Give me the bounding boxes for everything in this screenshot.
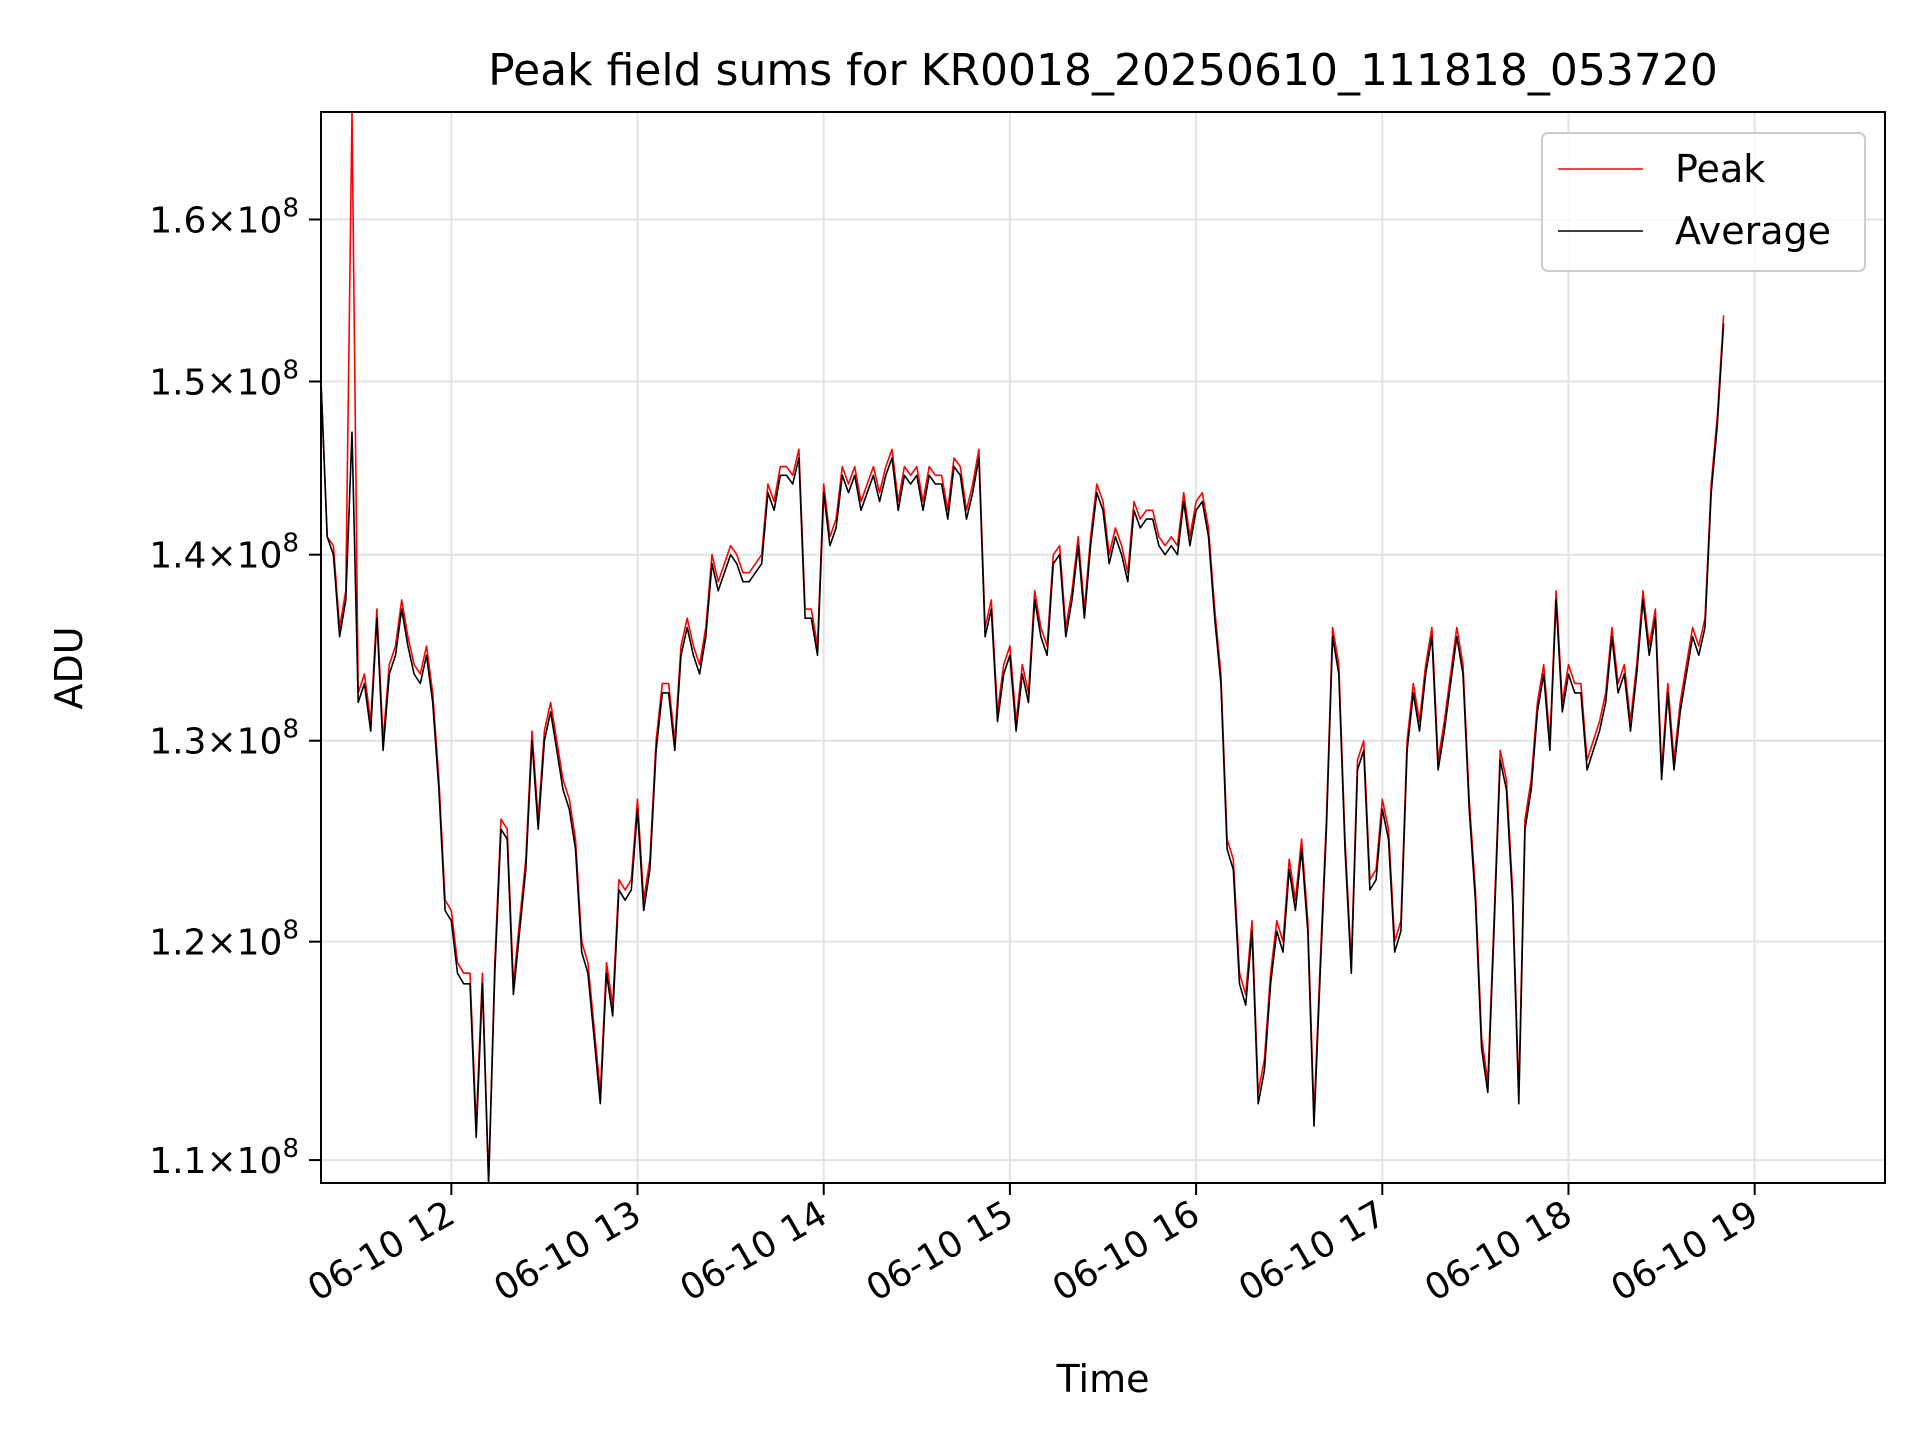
y-tick-label: 1.6×108	[149, 193, 299, 241]
y-tick-label: 1.1×108	[149, 1134, 299, 1182]
grid	[321, 112, 1885, 1183]
chart-title: Peak field sums for KR0018_20250610_1118…	[488, 45, 1718, 96]
y-tick-label: 1.3×108	[149, 715, 299, 763]
y-tick-label: 1.5×108	[149, 355, 299, 403]
series-layer	[320, 111, 1725, 1184]
y-axis-label: ADU	[47, 626, 91, 709]
legend-label-average: Average	[1675, 209, 1831, 253]
legend-label-peak: Peak	[1675, 147, 1765, 191]
y-axis: 1.1×108 1.2×108 1.3×108 1.4×108 1.5×108 1.6×1…	[149, 193, 321, 1182]
y-tick-label: 1.4×108	[149, 529, 299, 577]
y-tick-label: 1.2×108	[149, 916, 299, 964]
legend-box	[1541, 132, 1866, 272]
plot-frame	[320, 111, 1886, 1184]
x-axis-label: Time	[1056, 1357, 1150, 1401]
legend: Peak Average	[1541, 132, 1866, 272]
series-line-average	[320, 323, 1725, 1184]
